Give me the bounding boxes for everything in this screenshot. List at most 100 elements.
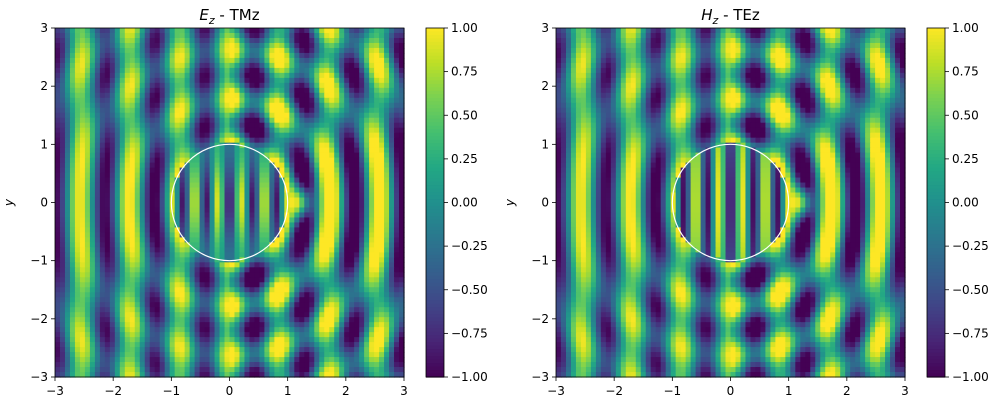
heatmap-cell — [89, 222, 96, 229]
heatmap-cell — [259, 207, 265, 214]
heatmap-cell — [174, 142, 181, 149]
heatmap-cell — [344, 287, 350, 293]
heatmap-cell — [294, 167, 300, 174]
heatmap-cell — [55, 187, 61, 194]
heatmap-cell — [254, 52, 261, 59]
heatmap-cell — [84, 28, 91, 34]
heatmap-cell — [319, 47, 325, 54]
heatmap-cell — [219, 337, 226, 343]
heatmap-cell — [334, 177, 340, 184]
heatmap-cell — [55, 72, 61, 79]
heatmap-cell — [244, 327, 251, 333]
heatmap-cell — [154, 122, 161, 129]
heatmap-cell — [194, 297, 201, 303]
heatmap-cell — [379, 352, 385, 358]
heatmap-cell — [144, 202, 151, 209]
heatmap-cell — [194, 62, 201, 69]
heatmap-cell — [174, 282, 181, 288]
heatmap-cell — [389, 182, 395, 189]
heatmap-cell — [304, 202, 310, 209]
heatmap-cell — [334, 127, 340, 134]
heatmap-cell — [139, 302, 146, 308]
heatmap-cell — [334, 47, 340, 54]
heatmap-cell — [219, 217, 226, 224]
heatmap-cell — [204, 332, 211, 338]
heatmap-cell — [164, 312, 171, 318]
heatmap-cell — [174, 372, 181, 378]
heatmap-cell — [219, 332, 226, 338]
heatmap-cell — [339, 287, 345, 293]
heatmap-cell — [264, 267, 270, 273]
heatmap-cell — [184, 337, 191, 343]
heatmap-cell — [399, 152, 405, 159]
heatmap-cell — [124, 307, 131, 313]
heatmap-cell — [149, 182, 156, 189]
heatmap-cell — [74, 167, 81, 174]
heatmap-cell — [229, 292, 236, 298]
heatmap-cell — [319, 312, 325, 318]
heatmap-cell — [74, 87, 81, 94]
heatmap-cell — [119, 367, 126, 373]
heatmap-cell — [179, 172, 186, 179]
heatmap-cell — [294, 242, 300, 248]
heatmap-cell — [219, 212, 226, 219]
heatmap-cell — [229, 122, 236, 129]
heatmap-cell — [84, 347, 91, 353]
heatmap-cell — [179, 162, 186, 169]
heatmap-cell — [229, 28, 236, 34]
heatmap-cell — [99, 62, 106, 69]
heatmap-cell — [184, 152, 191, 159]
heatmap-cell — [364, 47, 370, 54]
heatmap-cell — [364, 132, 370, 139]
heatmap-cell — [399, 312, 405, 318]
heatmap-cell — [244, 297, 251, 303]
heatmap-cell — [284, 172, 290, 179]
heatmap-cell — [219, 182, 226, 189]
heatmap-cell — [349, 127, 355, 134]
heatmap-cell — [69, 342, 76, 348]
heatmap-cell — [189, 242, 196, 248]
heatmap-cell — [289, 307, 295, 313]
heatmap-cell — [224, 177, 231, 184]
heatmap-cell — [274, 307, 280, 313]
heatmap-cell — [174, 92, 181, 99]
heatmap-cell — [359, 217, 365, 224]
heatmap-cell — [319, 232, 325, 238]
heatmap-cell — [354, 372, 360, 378]
heatmap-cell — [169, 242, 176, 248]
heatmap-cell — [204, 277, 211, 283]
heatmap-cell — [209, 367, 216, 373]
heatmap-cell — [254, 112, 261, 119]
heatmap-cell — [149, 332, 156, 338]
heatmap-cell — [374, 112, 380, 119]
heatmap-cell — [134, 122, 141, 129]
heatmap-cell — [304, 242, 310, 248]
colorbar-segment — [426, 48, 444, 54]
heatmap-cell — [94, 257, 101, 263]
heatmap-cell — [299, 282, 305, 288]
heatmap-cell — [149, 357, 156, 363]
colorbar-segment — [426, 205, 444, 211]
heatmap-cell — [134, 212, 141, 219]
heatmap-cell — [94, 167, 101, 174]
heatmap-cell — [334, 182, 340, 189]
heatmap-cell — [104, 337, 111, 343]
heatmap-cell — [284, 127, 290, 134]
heatmap-cell — [204, 242, 211, 248]
heatmap-cell — [314, 192, 320, 199]
heatmap-cell — [334, 217, 340, 224]
heatmap-cell — [289, 292, 295, 298]
colorbar-segment — [426, 146, 444, 151]
heatmap-cell — [259, 242, 265, 248]
heatmap-cell — [134, 342, 141, 348]
heatmap-cell — [259, 282, 265, 288]
heatmap-cell — [359, 182, 365, 189]
heatmap-cell — [319, 267, 325, 273]
heatmap-cell — [254, 252, 261, 258]
heatmap-cell — [234, 167, 241, 174]
heatmap-cell — [304, 92, 310, 99]
heatmap-cell — [94, 132, 101, 139]
heatmap-cell — [209, 222, 216, 229]
